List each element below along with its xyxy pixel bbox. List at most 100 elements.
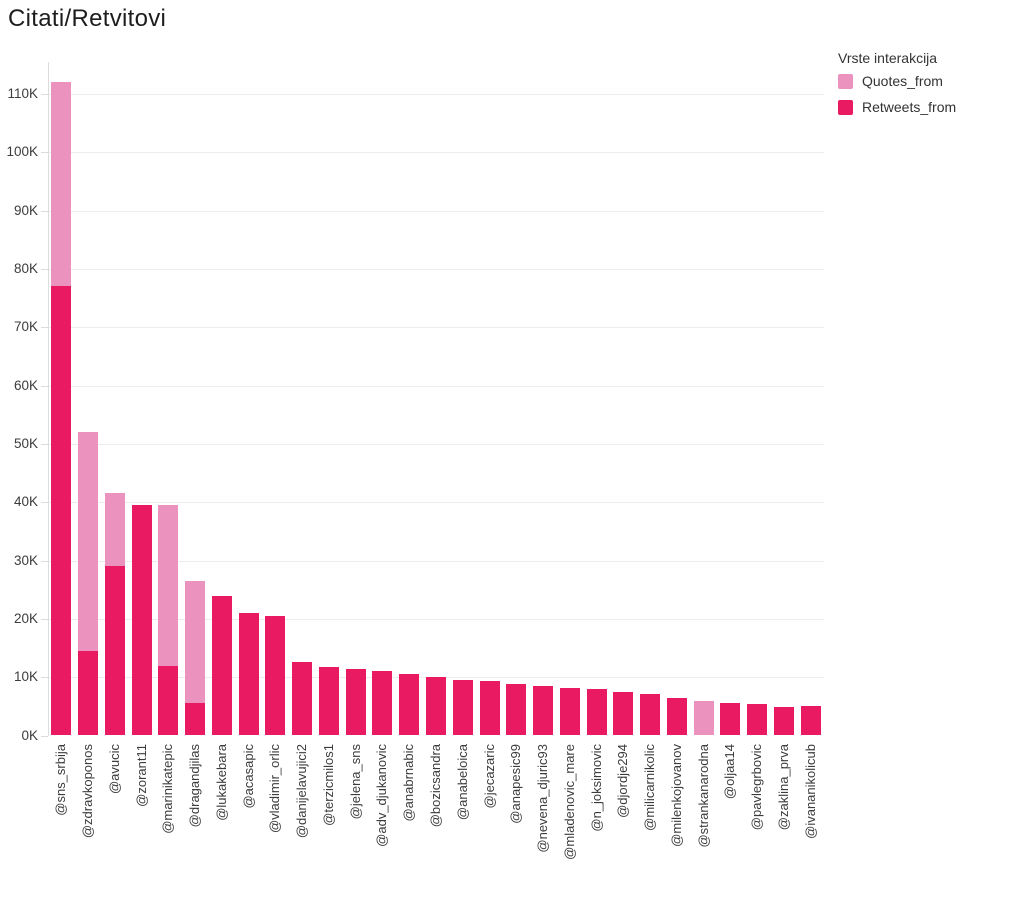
x-axis-label: @sns_srbija bbox=[53, 743, 69, 816]
x-axis-label: @milicarnikolic bbox=[642, 743, 658, 831]
y-axis-tick bbox=[41, 152, 48, 154]
bar-retweets-adv_djukanovic[interactable] bbox=[372, 670, 393, 736]
bar-retweets-jelena_sns[interactable] bbox=[345, 669, 366, 736]
bar-retweets-ivananikolicub[interactable] bbox=[800, 705, 821, 736]
bar-quotes-dragandjilas[interactable] bbox=[185, 580, 206, 704]
x-axis-label: @dragandjilas bbox=[187, 743, 203, 827]
x-axis-label: @mladenovic_mare bbox=[561, 743, 577, 860]
gridline-110K bbox=[48, 93, 824, 95]
x-axis-label: @lukakebara bbox=[213, 743, 229, 821]
y-axis-tick bbox=[41, 93, 48, 95]
legend-swatch-icon bbox=[838, 73, 853, 89]
bar-retweets-nevena_djuric93[interactable] bbox=[533, 685, 554, 736]
bar-retweets-sns_srbija[interactable] bbox=[51, 286, 72, 736]
y-axis-tick bbox=[41, 443, 48, 445]
legend-swatch-icon bbox=[838, 99, 853, 115]
x-axis-label: @avucic bbox=[106, 743, 122, 794]
gridline-100K bbox=[48, 152, 824, 154]
x-axis-label: @nevena_djuric93 bbox=[535, 743, 551, 853]
y-axis-tick bbox=[41, 560, 48, 562]
bar-retweets-zdravkoponos[interactable] bbox=[78, 650, 99, 736]
bar-retweets-zorant11[interactable] bbox=[131, 505, 152, 736]
y-axis-label: 30K bbox=[13, 552, 38, 568]
bar-retweets-avucic[interactable] bbox=[104, 566, 125, 736]
legend-item-label: Retweets_from bbox=[862, 99, 957, 115]
x-axis-label: @milenkojovanov bbox=[668, 743, 684, 847]
bar-retweets-pavlegrbovic[interactable] bbox=[747, 704, 768, 736]
bar-retweets-bozicsandra[interactable] bbox=[426, 676, 446, 736]
y-axis-tick bbox=[41, 677, 48, 679]
bar-retweets-milicarnikolic[interactable] bbox=[640, 694, 661, 736]
legend-item-quotes_from[interactable]: Quotes_from bbox=[838, 73, 956, 89]
y-axis-label: 70K bbox=[13, 319, 38, 335]
bar-retweets-marinikatepic[interactable] bbox=[158, 665, 179, 736]
gridline-50K bbox=[48, 443, 824, 445]
x-axis-label: @zorant11 bbox=[133, 743, 149, 807]
bar-retweets-dragandjilas[interactable] bbox=[185, 703, 206, 736]
y-axis-tick bbox=[41, 385, 48, 387]
y-axis-label: 80K bbox=[13, 260, 38, 276]
legend: Vrste interakcija Quotes_from Retweets_fr… bbox=[838, 50, 956, 125]
x-axis-label: @jecazaric bbox=[481, 743, 497, 809]
y-axis-label: 100K bbox=[6, 144, 38, 160]
bar-retweets-mladenovic_mare[interactable] bbox=[559, 687, 580, 736]
legend-item-retweets_from[interactable]: Retweets_from bbox=[838, 99, 956, 115]
y-axis-tick bbox=[41, 327, 48, 329]
legend-item-label: Quotes_from bbox=[862, 73, 943, 89]
y-axis-tick bbox=[41, 268, 48, 270]
y-axis-tick bbox=[41, 618, 48, 620]
legend-items: Quotes_from Retweets_from bbox=[838, 73, 956, 115]
x-axis-label: @marinikatepic bbox=[160, 743, 176, 834]
x-axis-label: @n_joksimovic bbox=[588, 743, 604, 832]
y-axis-line bbox=[48, 62, 49, 736]
x-axis-label: @danijelavujici2 bbox=[294, 743, 310, 838]
bar-retweets-anabrnabic[interactable] bbox=[399, 673, 420, 736]
bar-retweets-jecazaric[interactable] bbox=[479, 680, 500, 736]
y-axis-tick bbox=[41, 502, 48, 504]
x-axis-label: @zdravkoponos bbox=[80, 743, 96, 838]
gridline-20K bbox=[48, 618, 824, 620]
bar-retweets-zaklina_prva[interactable] bbox=[773, 706, 794, 736]
bar-quotes-strankanarodna[interactable] bbox=[693, 700, 714, 736]
gridline-80K bbox=[48, 268, 824, 270]
x-axis-label: @bozicsandra bbox=[428, 743, 443, 827]
bar-retweets-terzicmilos1[interactable] bbox=[318, 667, 339, 736]
chart-title: Citati/Retvitovi bbox=[8, 5, 167, 32]
gridline-40K bbox=[48, 502, 824, 504]
bar-quotes-zdravkoponos[interactable] bbox=[78, 432, 99, 651]
y-axis-tick bbox=[41, 210, 48, 212]
bar-retweets-djordje294[interactable] bbox=[613, 692, 634, 736]
x-axis-label: @zaklina_prva bbox=[775, 743, 791, 830]
x-axis-label: @terzicmilos1 bbox=[320, 743, 336, 826]
bar-retweets-vladimir_orlic[interactable] bbox=[265, 615, 286, 736]
bar-retweets-danijelavujici2[interactable] bbox=[292, 662, 313, 736]
bar-retweets-n_joksimovic[interactable] bbox=[586, 689, 607, 736]
bar-retweets-anapesic99[interactable] bbox=[506, 684, 527, 736]
bar-retweets-milenkojovanov[interactable] bbox=[666, 697, 687, 736]
y-axis-label: 90K bbox=[13, 202, 38, 218]
x-axis-label: @pavlegrbovic bbox=[749, 743, 765, 830]
x-axis-label: @anabeloica bbox=[454, 743, 470, 820]
y-axis-label: 0K bbox=[21, 727, 38, 743]
bar-quotes-avucic[interactable] bbox=[104, 493, 125, 567]
gridline-60K bbox=[48, 385, 824, 387]
bar-retweets-lukakebara[interactable] bbox=[211, 595, 232, 736]
bar-quotes-marinikatepic[interactable] bbox=[158, 505, 179, 666]
x-axis-label: @oljaa14 bbox=[722, 743, 738, 799]
x-axis-label: @ivananikolicub bbox=[802, 743, 818, 839]
x-axis-label: @adv_djukanovic bbox=[374, 743, 390, 847]
y-axis-label: 50K bbox=[13, 435, 38, 451]
legend-title: Vrste interakcija bbox=[838, 50, 938, 66]
y-axis-label: 110K bbox=[7, 85, 38, 101]
bar-quotes-sns_srbija[interactable] bbox=[51, 82, 72, 287]
bar-retweets-anabeloica[interactable] bbox=[452, 679, 473, 736]
gridline-90K bbox=[48, 210, 824, 212]
bar-retweets-oljaa14[interactable] bbox=[720, 703, 741, 736]
x-axis-label: @anapesic99 bbox=[508, 743, 524, 824]
bar-retweets-acasapic[interactable] bbox=[238, 613, 259, 736]
y-axis-label: 20K bbox=[13, 610, 38, 626]
y-axis-label: 10K bbox=[13, 669, 38, 685]
gridline-70K bbox=[48, 327, 824, 329]
x-axis-label: @jelena_sns bbox=[347, 743, 363, 819]
